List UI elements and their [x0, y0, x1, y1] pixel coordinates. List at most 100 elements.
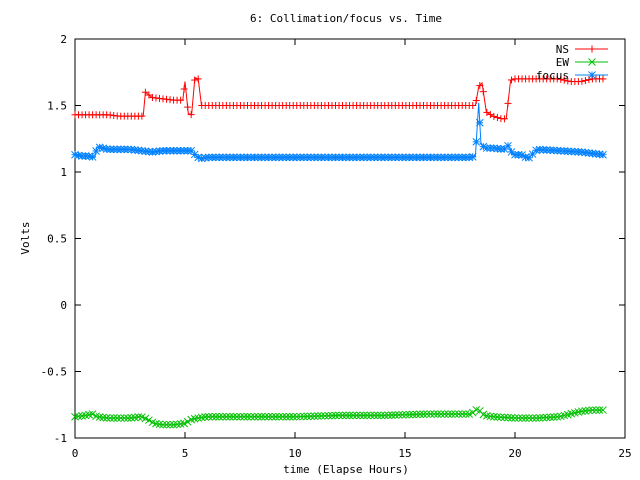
data-point — [257, 412, 266, 421]
data-point — [585, 149, 593, 157]
data-point — [416, 410, 424, 419]
data-point — [546, 413, 555, 422]
data-point — [338, 411, 347, 420]
data-point — [78, 412, 86, 420]
data-point — [553, 146, 562, 155]
data-point — [398, 410, 407, 419]
data-point — [384, 411, 393, 420]
data-point — [479, 88, 487, 96]
data-point — [387, 411, 396, 419]
data-point — [497, 145, 505, 153]
chart-title: 6: Collimation/focus vs. Time — [250, 12, 442, 25]
data-point — [247, 412, 255, 421]
data-point — [145, 416, 153, 425]
data-point — [419, 153, 428, 162]
y-tick-label: 1 — [60, 166, 67, 179]
data-point — [106, 414, 115, 422]
data-point — [549, 413, 558, 421]
data-point — [299, 412, 308, 421]
data-point — [275, 153, 284, 162]
data-point — [271, 412, 280, 421]
data-point — [222, 412, 231, 421]
data-point — [476, 82, 484, 90]
data-point — [314, 412, 322, 420]
legend-swatch-marker — [588, 58, 596, 66]
data-point — [528, 414, 537, 422]
data-point — [184, 103, 192, 111]
data-point — [289, 153, 298, 162]
data-point — [447, 153, 456, 162]
data-point — [130, 413, 139, 422]
data-point — [430, 410, 438, 418]
data-point — [356, 411, 364, 420]
data-point — [113, 145, 122, 154]
data-point — [599, 150, 607, 159]
data-point — [176, 420, 185, 428]
axis-ticks: 0 5 10 15 20 25 -1 -0.5 0 0.5 1 1.5 2 — [41, 33, 632, 460]
data-point — [236, 153, 245, 162]
data-point — [486, 111, 494, 119]
data-point — [542, 413, 551, 422]
data-point — [557, 75, 565, 83]
data-point — [324, 411, 333, 420]
data-point — [95, 413, 104, 421]
data-point — [402, 410, 410, 419]
legend-swatch-marker — [588, 45, 596, 53]
data-point — [240, 153, 248, 162]
data-point — [391, 411, 400, 419]
data-point — [187, 111, 195, 119]
data-point — [493, 413, 502, 421]
data-point — [560, 76, 568, 84]
data-point — [180, 146, 188, 155]
data-point — [169, 420, 178, 429]
data-point — [490, 112, 498, 120]
data-point — [504, 141, 512, 150]
data-point — [162, 146, 171, 155]
data-point — [504, 99, 512, 107]
data-point — [88, 410, 97, 418]
legend-label-focus: focus — [536, 69, 569, 82]
data-point — [99, 413, 108, 422]
data-point — [563, 147, 572, 156]
data-point — [194, 75, 202, 83]
data-point — [123, 145, 132, 154]
data-point — [437, 410, 445, 418]
data-point — [475, 118, 484, 127]
data-point — [532, 414, 540, 422]
data-point — [511, 414, 519, 422]
data-point — [92, 147, 100, 155]
data-point — [409, 410, 417, 419]
data-point — [394, 153, 403, 162]
data-point — [461, 153, 470, 162]
data-point — [521, 414, 530, 422]
data-point — [490, 412, 498, 421]
data-point — [88, 153, 97, 161]
data-point — [211, 412, 220, 421]
data-point — [380, 153, 389, 162]
data-point — [500, 413, 509, 422]
data-point — [138, 146, 146, 155]
data-point — [469, 102, 477, 109]
data-point — [518, 414, 526, 422]
data-point — [162, 420, 171, 429]
data-point — [373, 153, 382, 162]
data-point — [74, 412, 83, 421]
data-point — [218, 153, 227, 162]
data-point — [405, 410, 414, 419]
data-point — [113, 414, 122, 422]
data-point — [123, 414, 132, 422]
data-point — [377, 411, 386, 420]
data-point — [215, 412, 224, 421]
data-point — [306, 412, 315, 421]
data-point — [201, 153, 210, 162]
data-point — [380, 411, 389, 420]
data-point — [352, 153, 361, 162]
data-point — [169, 146, 178, 155]
data-point — [500, 115, 508, 123]
data-point — [458, 153, 467, 162]
data-point — [578, 77, 586, 85]
data-point — [585, 406, 593, 415]
data-point — [507, 413, 516, 422]
data-point — [282, 153, 291, 162]
data-point — [187, 146, 196, 155]
